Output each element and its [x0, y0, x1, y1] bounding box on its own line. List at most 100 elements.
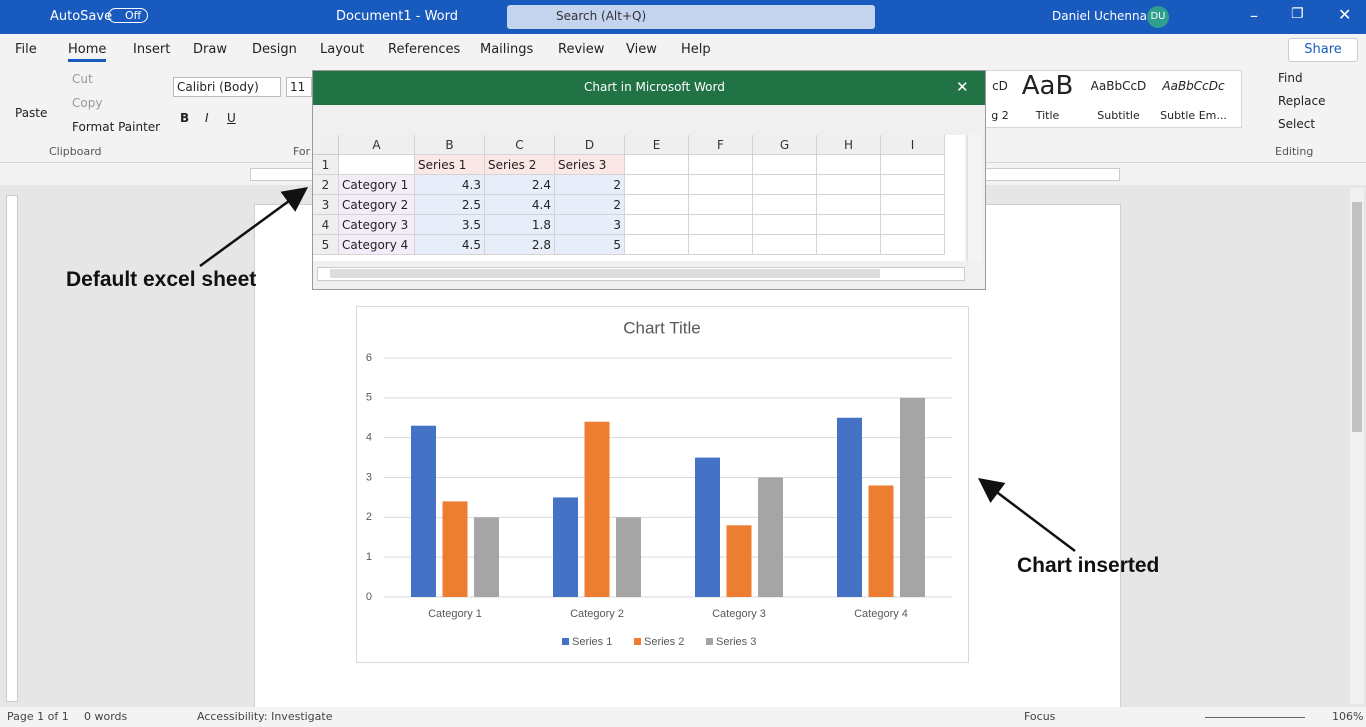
cell[interactable] [753, 195, 817, 215]
minimize[interactable]: – [1250, 6, 1258, 25]
cell[interactable]: Series 1 [415, 155, 485, 175]
paste[interactable]: Paste [15, 106, 48, 120]
cell[interactable] [625, 235, 689, 255]
cell[interactable]: 5 [555, 235, 625, 255]
column-header[interactable]: D [555, 135, 625, 155]
cell[interactable]: 2 [555, 175, 625, 195]
cell[interactable]: Category 2 [339, 195, 415, 215]
cell[interactable]: 4.3 [415, 175, 485, 195]
ribbon-tab[interactable]: Home [68, 42, 107, 62]
column-header[interactable]: G [753, 135, 817, 155]
style-item[interactable]: AaBbCcD Subtitle [1081, 71, 1156, 127]
cell[interactable]: Series 3 [555, 155, 625, 175]
cell[interactable] [881, 215, 945, 235]
cell[interactable] [881, 155, 945, 175]
cell[interactable] [753, 175, 817, 195]
ribbon-tab[interactable]: Design [252, 42, 297, 57]
column-header[interactable]: E [625, 135, 689, 155]
excel-close[interactable]: ✕ [956, 78, 969, 96]
zoom-slider[interactable] [1205, 717, 1305, 718]
cell[interactable] [753, 215, 817, 235]
cell[interactable] [689, 215, 753, 235]
cell[interactable]: 2.5 [415, 195, 485, 215]
cell[interactable]: Series 2 [485, 155, 555, 175]
ribbon-tab[interactable]: Insert [133, 42, 171, 57]
style-item[interactable]: cD g 2 [986, 71, 1014, 127]
accessibility[interactable]: Accessibility: Investigate [197, 710, 333, 723]
cell[interactable]: 4.4 [485, 195, 555, 215]
cell[interactable] [625, 215, 689, 235]
underline[interactable]: U [227, 111, 236, 125]
cell[interactable] [339, 155, 415, 175]
sheet-hscroll-thumb[interactable] [330, 269, 880, 278]
column-header[interactable]: A [339, 135, 415, 155]
ribbon-tab[interactable]: Layout [320, 42, 365, 57]
autosave-toggle[interactable]: Off [108, 8, 149, 23]
cell[interactable]: 4.5 [415, 235, 485, 255]
cell[interactable] [753, 235, 817, 255]
column-header[interactable]: C [485, 135, 555, 155]
format-painter[interactable]: Format Painter [72, 120, 161, 134]
zoom[interactable]: 106% [1332, 710, 1364, 723]
style-item[interactable]: AaB Title [1014, 71, 1081, 127]
cell[interactable] [881, 175, 945, 195]
bold[interactable]: B [180, 111, 190, 125]
page-count[interactable]: Page 1 of 1 [7, 710, 69, 723]
word-count[interactable]: 0 words [84, 710, 128, 723]
cell[interactable] [817, 175, 881, 195]
search-box[interactable]: Search (Alt+Q) [507, 5, 875, 29]
cell[interactable] [689, 235, 753, 255]
cell[interactable]: 3.5 [415, 215, 485, 235]
cell[interactable]: 1.8 [485, 215, 555, 235]
cell[interactable] [625, 155, 689, 175]
cell[interactable] [689, 175, 753, 195]
share-button[interactable]: Share [1288, 38, 1358, 62]
copy[interactable]: Copy [72, 96, 103, 110]
row-header[interactable]: 1 [313, 155, 339, 175]
cell[interactable] [881, 195, 945, 215]
font-size[interactable]: 11 [286, 77, 312, 97]
cell[interactable]: 2.8 [485, 235, 555, 255]
close[interactable]: ✕ [1338, 5, 1352, 24]
style-item[interactable]: AaBbCcDc Subtle Em... [1156, 71, 1231, 127]
cell[interactable] [625, 175, 689, 195]
cut[interactable]: Cut [72, 72, 93, 86]
sheet-hscroll[interactable] [317, 267, 965, 281]
cell[interactable]: Category 4 [339, 235, 415, 255]
cell[interactable]: 2 [555, 195, 625, 215]
scrollbar[interactable] [1350, 188, 1364, 704]
restore[interactable]: ❐ [1291, 6, 1304, 22]
focus[interactable]: Focus [1024, 710, 1056, 723]
column-header[interactable]: F [689, 135, 753, 155]
italic[interactable]: I [205, 111, 209, 125]
cell[interactable] [625, 195, 689, 215]
cell[interactable] [881, 235, 945, 255]
ribbon-tab[interactable]: References [388, 42, 461, 57]
cell[interactable]: Category 3 [339, 215, 415, 235]
row-header[interactable]: 2 [313, 175, 339, 195]
ribbon-tab[interactable]: Review [558, 42, 605, 57]
cell[interactable] [817, 195, 881, 215]
cell[interactable] [689, 195, 753, 215]
column-header[interactable]: B [415, 135, 485, 155]
cell[interactable] [817, 235, 881, 255]
ribbon-tab[interactable]: View [626, 42, 657, 57]
scroll-thumb[interactable] [1352, 202, 1362, 432]
cell[interactable] [817, 155, 881, 175]
sheet-vscroll[interactable] [967, 135, 982, 261]
select[interactable]: Select [1278, 117, 1316, 131]
cell[interactable]: 3 [555, 215, 625, 235]
row-header[interactable]: 4 [313, 215, 339, 235]
ribbon-tab[interactable]: Help [681, 42, 711, 57]
find[interactable]: Find [1278, 71, 1303, 85]
ribbon-tab[interactable]: File [15, 42, 37, 57]
row-header[interactable]: 3 [313, 195, 339, 215]
replace[interactable]: Replace [1278, 94, 1326, 108]
column-header[interactable]: I [881, 135, 945, 155]
font-name[interactable]: Calibri (Body) [173, 77, 281, 97]
cell[interactable] [689, 155, 753, 175]
user-avatar[interactable]: DU [1147, 6, 1169, 28]
cell[interactable]: Category 1 [339, 175, 415, 195]
ribbon-tab[interactable]: Mailings [480, 42, 534, 57]
column-header[interactable]: H [817, 135, 881, 155]
